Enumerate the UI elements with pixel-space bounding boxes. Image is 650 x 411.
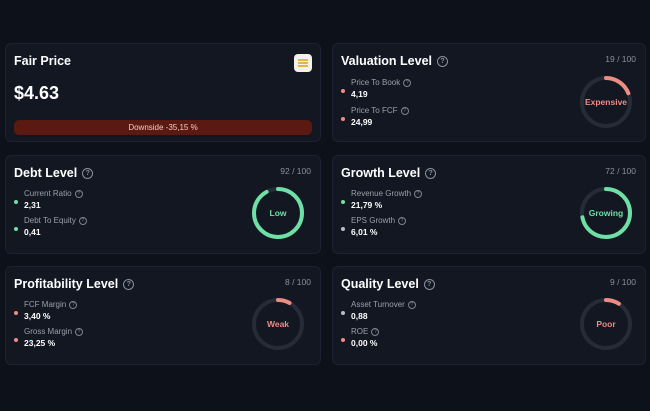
profitability-gauge: Weak (250, 296, 306, 352)
fair-price-value: $4.63 (14, 83, 60, 103)
help-icon[interactable]: ? (69, 300, 78, 309)
help-icon[interactable]: ? (82, 167, 94, 179)
gauge-label: Low (269, 208, 287, 218)
card-title-text: Quality Level (341, 277, 419, 291)
gauge-label: Poor (596, 319, 616, 329)
fair-price-card: Fair Price $4.63 Downside -35,15 % (5, 43, 321, 142)
metric-label: Debt To Equity (24, 216, 76, 225)
status-dot (341, 338, 345, 342)
gauge-fill (580, 298, 632, 350)
help-icon[interactable]: ? (398, 216, 407, 225)
valuation-gauge: Expensive (578, 74, 634, 130)
help-icon[interactable]: ? (371, 327, 380, 336)
gauge-label: Weak (266, 319, 290, 329)
valuation-score: 19 / 100 (605, 54, 636, 64)
gauge-ring (580, 76, 632, 128)
help-icon[interactable]: ? (78, 216, 87, 225)
gauge-fill (580, 76, 632, 128)
metric-value: 3,40 % (24, 311, 51, 321)
card-title-text: Profitability Level (14, 277, 119, 291)
fair-price-title: Fair Price (14, 54, 71, 68)
growth-score: 72 / 100 (605, 166, 636, 176)
metric-value: 0,41 (24, 227, 41, 237)
downside-bar: Downside -35,15 % (14, 120, 312, 135)
gauge-ring (252, 298, 304, 350)
valuation-level-card: Valuation Level ? 19 / 100 Price To Book… (332, 43, 646, 142)
gauge-fill (252, 298, 304, 350)
metric-label: FCF Margin (24, 300, 67, 309)
gauge-label: Expensive (584, 97, 628, 107)
growth-level-card: Growth Level ? 72 / 100 Revenue Growth? … (332, 155, 646, 254)
metric-value: 0,00 % (351, 338, 378, 348)
status-dot (341, 89, 345, 93)
debt-level-title: Debt Level ? (14, 166, 94, 180)
help-icon[interactable]: ? (74, 189, 83, 198)
coin-stack-icon (294, 54, 312, 72)
status-dot (14, 227, 18, 231)
card-title-text: Valuation Level (341, 54, 433, 68)
metric-label: Price To FCF (351, 106, 398, 115)
metric-value: 4,19 (351, 89, 368, 99)
gauge-fill (580, 187, 632, 239)
debt-score: 92 / 100 (280, 166, 311, 176)
help-icon[interactable]: ? (400, 106, 409, 115)
status-dot (14, 311, 18, 315)
help-icon[interactable]: ? (75, 327, 84, 336)
help-icon[interactable]: ? (437, 55, 449, 67)
metric-label: Current Ratio (24, 189, 72, 198)
metric-value: 2,31 (24, 200, 41, 210)
card-title-text: Debt Level (14, 166, 78, 180)
metric-value: 23,25 % (24, 338, 56, 348)
help-icon[interactable]: ? (423, 278, 435, 290)
gauge-label: Growing (588, 208, 624, 218)
growth-gauge: Growing (578, 185, 634, 241)
status-dot (341, 227, 345, 231)
metric-label: Price To Book (351, 78, 401, 87)
valuation-level-title: Valuation Level ? (341, 54, 449, 68)
metric-label: Gross Margin (24, 327, 73, 336)
profitability-level-title: Profitability Level ? (14, 277, 135, 291)
status-dot (341, 117, 345, 121)
help-icon[interactable]: ? (123, 278, 135, 290)
metric-label: Revenue Growth (351, 189, 412, 198)
gauge-ring (580, 298, 632, 350)
debt-gauge: Low (250, 185, 306, 241)
gauge-ring (580, 187, 632, 239)
metric-label: ROE (351, 327, 369, 336)
gauge-fill (252, 187, 304, 239)
quality-score: 9 / 100 (610, 277, 636, 287)
metric-value: 21,79 % (351, 200, 383, 210)
help-icon[interactable]: ? (425, 167, 437, 179)
metric-label: EPS Growth (351, 216, 396, 225)
metric-value: 6,01 % (351, 227, 378, 237)
status-dot (14, 200, 18, 204)
profitability-level-card: Profitability Level ? 8 / 100 FCF Margin… (5, 266, 321, 365)
quality-gauge: Poor (578, 296, 634, 352)
metric-label: Asset Turnover (351, 300, 405, 309)
quality-level-title: Quality Level ? (341, 277, 435, 291)
help-icon[interactable]: ? (403, 78, 412, 87)
debt-level-card: Debt Level ? 92 / 100 Current Ratio? 2,3… (5, 155, 321, 254)
help-icon[interactable]: ? (414, 189, 423, 198)
status-dot (341, 311, 345, 315)
quality-level-card: Quality Level ? 9 / 100 Asset Turnover? … (332, 266, 646, 365)
metric-value: 24,99 (351, 117, 373, 127)
status-dot (341, 200, 345, 204)
help-icon[interactable]: ? (407, 300, 416, 309)
metric-value: 0,88 (351, 311, 368, 321)
gauge-ring (252, 187, 304, 239)
profitability-score: 8 / 100 (285, 277, 311, 287)
card-title-text: Growth Level (341, 166, 421, 180)
status-dot (14, 338, 18, 342)
growth-level-title: Growth Level ? (341, 166, 437, 180)
